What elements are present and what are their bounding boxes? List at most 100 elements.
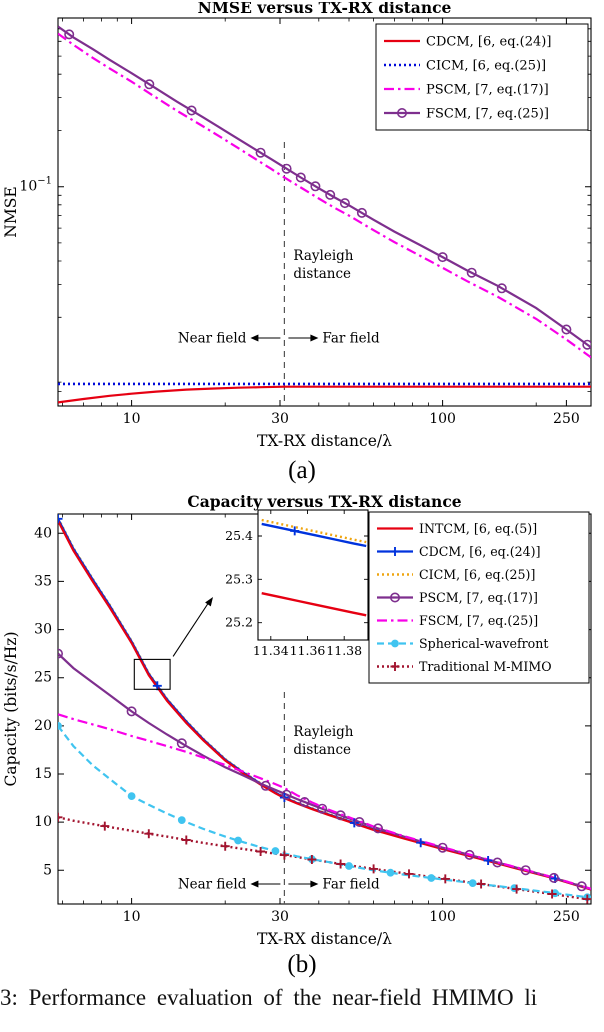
y-tick-label: 5 xyxy=(43,862,52,878)
series-layer xyxy=(58,514,591,904)
circle-marker xyxy=(356,207,367,218)
circle-marker xyxy=(295,172,306,183)
dot-marker xyxy=(177,816,186,825)
legend-label-intcm: INTCM, [6, eq.(5)] xyxy=(419,521,537,536)
rayleigh-label-line2: distance xyxy=(293,742,351,758)
x-tick-label: 100 xyxy=(429,411,456,427)
rayleigh-label-line1: Rayleigh xyxy=(293,248,353,264)
legend-label-spherical: Spherical-wavefront xyxy=(419,636,548,651)
plus-marker xyxy=(440,874,450,884)
dot-marker xyxy=(345,862,353,870)
legend-label-cdcm: CDCM, [6, eq.(24)] xyxy=(426,35,551,50)
plus-marker xyxy=(307,855,317,864)
legend-label-pscm: PSCM, [7, eq.(17)] xyxy=(426,83,549,98)
y-tick-label: 10−1 xyxy=(19,176,52,195)
x-tick-label: 10 xyxy=(123,909,141,925)
dot-marker xyxy=(468,879,477,888)
series-markers-inset-cdcm xyxy=(290,526,300,536)
circle-marker xyxy=(126,706,137,717)
circle-marker xyxy=(548,872,559,883)
circle-marker xyxy=(281,163,292,174)
series-line-cdcm xyxy=(58,385,591,404)
legend-label-mmimo: Traditional M-MIMO xyxy=(419,659,552,674)
inset-y-tick-label: 25.3 xyxy=(225,571,253,586)
plus-marker xyxy=(349,818,359,828)
y-tick-label: 35 xyxy=(34,573,52,589)
plus-marker xyxy=(144,829,154,839)
legend-label-cicm: CICM, [6, eq.(25)] xyxy=(426,59,546,74)
plus-marker xyxy=(483,856,493,865)
plus-marker xyxy=(256,847,266,856)
series-line-fscm xyxy=(58,25,591,349)
plus-marker xyxy=(100,821,110,831)
y-tick-label: 20 xyxy=(34,718,52,734)
x-tick-label: 250 xyxy=(553,909,580,925)
capacity-chart-svg: 10 30 100 250 5 10 15 20 25 30 35 40 Capacity versus… xyxy=(2,494,592,948)
circle-marker xyxy=(466,267,477,278)
x-axis-label: TX-RX distance/λ xyxy=(257,930,392,948)
dot-marker xyxy=(127,792,136,801)
plus-marker xyxy=(279,793,289,802)
far-field-arrowhead xyxy=(310,880,319,888)
inset-x-tick-label: 11.38 xyxy=(326,643,362,658)
series-markers-fscm xyxy=(64,29,591,350)
rayleigh-label-line1: Rayleigh xyxy=(293,724,353,740)
plus-marker xyxy=(390,547,400,556)
dot-marker xyxy=(427,874,436,882)
near-field-label: Near field xyxy=(178,331,247,347)
x-tick-label: 30 xyxy=(271,411,289,427)
y-axis-label: NMSE xyxy=(2,186,20,237)
dot-marker xyxy=(234,836,243,845)
circle-marker xyxy=(339,198,350,209)
circle-marker xyxy=(520,865,531,876)
plus-marker xyxy=(220,841,230,851)
far-field-arrowhead xyxy=(310,334,319,342)
y-tick-label: 40 xyxy=(34,525,52,541)
panel-b-label: (b) xyxy=(287,951,317,978)
circle-marker xyxy=(437,252,448,263)
dot-marker xyxy=(386,868,395,877)
plot-frame xyxy=(57,17,592,407)
plus-marker xyxy=(547,889,557,899)
near-field-arrowhead xyxy=(250,334,259,342)
rayleigh-label-line2: distance xyxy=(293,266,351,282)
circle-marker xyxy=(576,881,587,892)
circle-marker xyxy=(464,849,475,860)
inset-x-tick-label: 11.36 xyxy=(290,643,326,658)
plus-marker xyxy=(369,864,379,874)
circle-marker xyxy=(437,842,448,853)
circle-marker xyxy=(317,803,328,814)
circle-marker xyxy=(310,181,321,192)
circle-marker xyxy=(372,823,383,834)
dot-marker xyxy=(271,847,280,855)
near-field-label: Near field xyxy=(178,877,247,893)
x-tick-label: 250 xyxy=(553,411,580,427)
plus-marker xyxy=(181,835,191,845)
plus-marker xyxy=(58,812,63,822)
plus-marker xyxy=(404,869,414,879)
plus-marker xyxy=(416,838,426,848)
series-markers-mmimo xyxy=(58,812,591,904)
x-tick-label: 100 xyxy=(429,909,456,925)
circle-marker xyxy=(561,324,572,335)
circle-marker xyxy=(325,189,336,200)
series-layer xyxy=(261,518,367,617)
x-tick-label: 10 xyxy=(123,411,141,427)
legend-label-cicm: CICM, [6, eq.(25)] xyxy=(419,567,535,582)
plus-marker xyxy=(290,526,300,536)
series-line-fscm xyxy=(58,713,591,890)
plus-marker xyxy=(279,850,289,860)
y-tick-label: 10 xyxy=(34,814,52,830)
y-tick-label: 30 xyxy=(34,622,52,638)
y-tick-label: 15 xyxy=(34,766,52,782)
circle-marker xyxy=(64,29,75,40)
dot-marker xyxy=(391,639,399,648)
series-line-pscm xyxy=(58,652,591,891)
circle-marker xyxy=(260,780,271,791)
circle-marker xyxy=(58,648,63,659)
nmse-chart-svg: 10 30 100 250 10−1 NMSE versus TX-RX distance… xyxy=(2,2,592,450)
y-axis-label: Capacity (bits/s/Hz) xyxy=(2,631,20,786)
plus-marker xyxy=(476,879,486,889)
chart-title: NMSE versus TX-RX distance xyxy=(198,2,452,17)
